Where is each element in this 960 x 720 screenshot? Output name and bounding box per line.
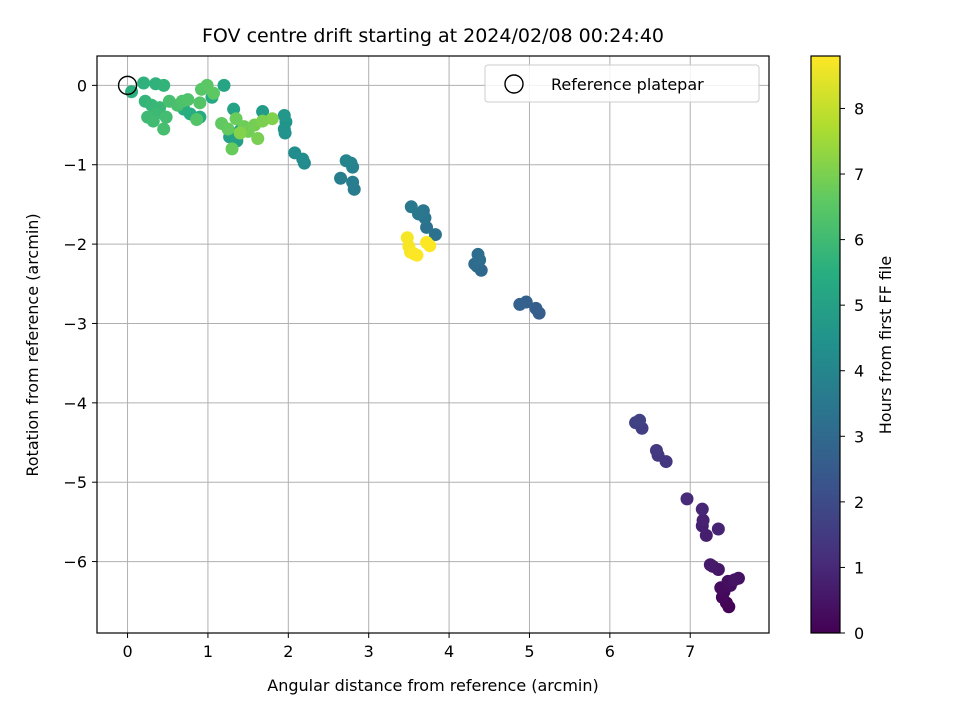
data-point (471, 247, 485, 261)
data-point (265, 112, 279, 126)
data-point (190, 112, 204, 126)
x-tick-label: 4 (444, 642, 454, 661)
data-point (217, 78, 231, 92)
x-tick-label: 2 (283, 642, 293, 661)
y-tick-label: −4 (63, 394, 87, 413)
data-point (159, 110, 173, 124)
data-point (157, 78, 171, 92)
data-point (346, 175, 360, 189)
x-tick-label: 7 (685, 642, 695, 661)
grid (97, 56, 769, 633)
reference-platepar-marker (117, 75, 138, 96)
colorbar-label: Hours from first FF file (876, 256, 895, 435)
colorbar-tick-label: 2 (854, 493, 864, 512)
data-point (703, 558, 717, 572)
data-point (229, 112, 243, 126)
x-axis-ticks: 0 1 2 3 4 5 6 7 (122, 633, 695, 661)
y-tick-label: 0 (77, 76, 87, 95)
data-point (181, 93, 195, 107)
data-point (146, 114, 160, 128)
colorbar-tick-label: 7 (854, 165, 864, 184)
legend-box (484, 64, 760, 103)
data-point (233, 126, 247, 140)
data-point (277, 109, 291, 123)
reference-marker-layer (117, 75, 138, 96)
y-tick-label: −3 (63, 314, 87, 333)
colorbar-tick-label: 6 (854, 231, 864, 250)
data-point (404, 200, 418, 214)
data-point (251, 132, 265, 146)
data-point (633, 413, 647, 427)
data-point (695, 502, 709, 516)
y-tick-label: −1 (63, 156, 87, 175)
data-point (696, 513, 710, 527)
data-point (137, 76, 151, 90)
data-point (428, 228, 442, 242)
x-tick-label: 3 (364, 642, 374, 661)
y-tick-label: −2 (63, 235, 87, 254)
data-point (727, 573, 741, 587)
data-point (680, 492, 694, 506)
y-axis-label: Rotation from reference (arcmin) (23, 213, 42, 476)
colorbar (810, 55, 841, 634)
x-tick-label: 0 (122, 642, 132, 661)
data-point (513, 297, 527, 311)
data-point (649, 443, 663, 457)
colorbar-ticks: 0 1 2 3 4 5 6 7 8 (840, 99, 864, 643)
data-point (423, 239, 437, 253)
colorbar-tick-label: 5 (854, 296, 864, 315)
y-axis-ticks: 0 −1 −2 −3 −4 −5 −6 (63, 76, 97, 572)
y-tick-label: −5 (63, 473, 87, 492)
plot-frame (96, 55, 770, 634)
data-point (334, 171, 348, 185)
colorbar-tick-label: 3 (854, 427, 864, 446)
x-tick-label: 6 (605, 642, 615, 661)
legend: Reference platepar (484, 64, 760, 103)
data-points (125, 76, 745, 614)
data-point (410, 248, 424, 262)
colorbar-tick-label: 1 (854, 558, 864, 577)
legend-reference-marker (504, 74, 524, 94)
data-point (711, 522, 725, 536)
data-point (221, 122, 235, 136)
x-tick-label: 1 (203, 642, 213, 661)
data-point (157, 122, 171, 136)
data-point (207, 86, 221, 100)
colorbar-tick-label: 0 (854, 624, 864, 643)
y-tick-label: −6 (63, 553, 87, 572)
legend-label: Reference platepar (551, 75, 704, 94)
data-point (288, 146, 302, 160)
colorbar-tick-label: 4 (854, 362, 864, 381)
data-point (529, 301, 543, 315)
data-point (225, 142, 239, 156)
chart-title: FOV centre drift starting at 2024/02/08 … (202, 25, 664, 47)
x-axis-label: Angular distance from reference (arcmin) (267, 676, 598, 695)
x-tick-label: 5 (524, 642, 534, 661)
colorbar-tick-label: 8 (854, 99, 864, 118)
data-point (256, 105, 270, 119)
data-point (339, 154, 353, 168)
data-point (193, 96, 207, 110)
